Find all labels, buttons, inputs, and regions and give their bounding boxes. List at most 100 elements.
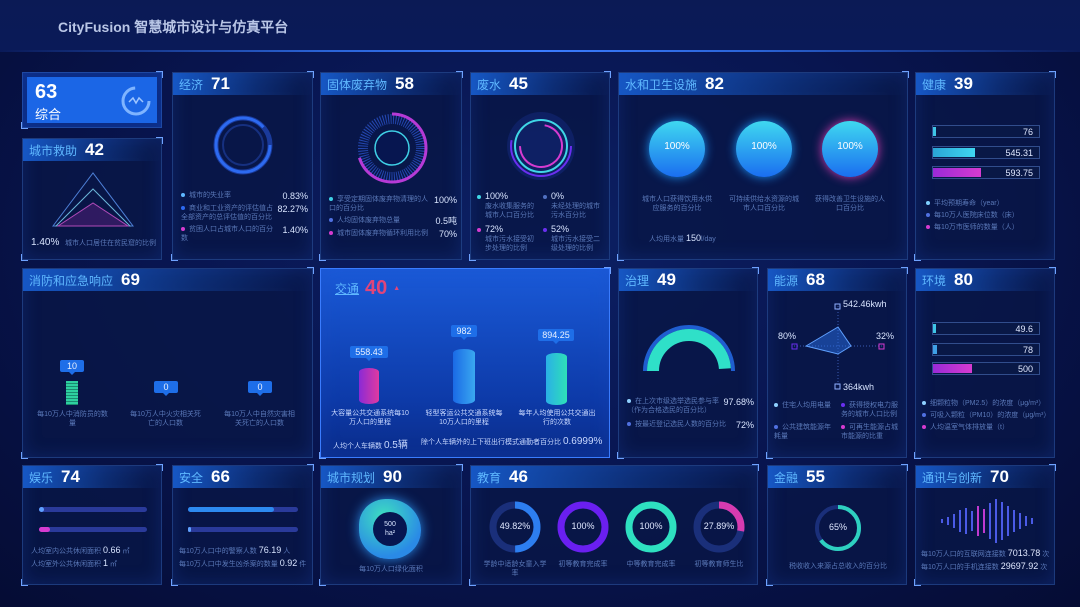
panel-title: 交通 <box>335 282 360 296</box>
progress-track <box>39 507 147 512</box>
panel-rescue[interactable]: 城市救助 42 1.40% 城市人口居住在贫民窟的比例 <box>21 137 163 261</box>
wave-bar <box>1001 502 1003 540</box>
recreation-stats: 人均室内公共休闲面积 0.66 ㎡ 人均室外公共休闲面积 1 ㎡ <box>31 545 159 570</box>
panel-education[interactable]: 教育 46 49.82% 学龄中适龄女童入学率 100% 初等教育完成率 100%… <box>469 464 759 586</box>
value-tooltip: 558.43 <box>350 346 388 361</box>
legend-item: 每10万人医院床位数（床） <box>926 211 1052 220</box>
environment-bar: 500 <box>932 362 1040 375</box>
stat-row: 每10万人口的互联网连接数 7013.78 次 <box>921 548 1050 558</box>
panel-title: 能源 <box>774 273 799 288</box>
wave-bar <box>1007 506 1009 536</box>
sound-wave <box>941 496 1036 546</box>
education-caption: 中等教育完成率 <box>626 561 676 568</box>
panel-planning[interactable]: 城市规划 90 500 ha² 每10万人口绿化面积 <box>319 464 463 586</box>
panel-economy[interactable]: 经济 71 城市的失业率 0.83% 商业和工业资产的评估值占全部资产的总评估值的百… <box>171 71 314 261</box>
panel-score: 69 <box>121 270 140 289</box>
wastewater-stat: 52% 城市污水接受二级处理的比例 <box>543 224 605 253</box>
traffic-caption: 轻型客运公共交通系统每10万人口的里程 <box>425 410 503 426</box>
wave-bar <box>989 503 991 539</box>
panel-score: 49 <box>657 270 676 289</box>
health-bar: 593.75 <box>932 166 1040 179</box>
economy-ring <box>213 115 273 175</box>
water-caption: 可持续供给水资源的城市人口百分比 <box>729 196 799 212</box>
legend-item: 每10万市医师的数量（人） <box>926 223 1052 232</box>
wave-bar <box>965 508 967 534</box>
panel-fire[interactable]: 消防和应急响应 69 10 0 0 每10万人中消防员的数量 每10万人中火灾相关… <box>21 267 314 459</box>
panel-score: 45 <box>509 74 528 93</box>
panel-wastewater[interactable]: 废水 45 100% 废水收集服务的城市人口百分比 0% 未经处理的城市污水百分比 7… <box>469 71 611 261</box>
network-gauge-icon <box>121 86 151 116</box>
radar-label-right: 32% <box>876 331 895 341</box>
value-tooltip: 894.25 <box>538 329 574 344</box>
overall-card[interactable]: 63 综合 <box>21 71 163 129</box>
panel-title: 消防和应急响应 <box>29 273 114 288</box>
panel-environment[interactable]: 环境 80 49.6 78 500 细颗粒物（PM2.5）的浓度（μg/m³） 可… <box>914 267 1056 459</box>
panel-solid-waste[interactable]: 固体废弃物 58 享受定期固体废弃物清理的人口的百分比 100% 人均固体废弃物总量… <box>319 71 463 261</box>
top-bar <box>0 0 1080 52</box>
wave-bar <box>941 519 943 523</box>
value-tooltip: 0 <box>248 381 272 396</box>
environment-legend: 细颗粒物（PM2.5）的浓度（μg/m³） 可吸入颗粒（PM10）的浓度（μg/… <box>922 399 1052 432</box>
education-value: 49.82% <box>499 521 531 531</box>
traffic-cylinder <box>359 368 379 404</box>
panel-telecom[interactable]: 通讯与创新 70 每10万人口的互联网连接数 7013.78 次 每10万人口的手… <box>914 464 1056 586</box>
wave-bar <box>995 499 997 543</box>
radar-label-left: 80% <box>778 331 797 341</box>
value-tooltip: 982 <box>451 325 477 340</box>
header-divider <box>0 50 1080 52</box>
panel-title: 金融 <box>774 470 799 485</box>
legend-value: 97.68% <box>723 397 754 407</box>
panel-score: 42 <box>85 140 104 159</box>
panel-title: 环境 <box>922 273 947 288</box>
panel-title: 水和卫生设施 <box>625 77 698 92</box>
panel-energy[interactable]: 能源 68 542.46kwh 80% 32% 364kwh 住宅人均用电量 获得… <box>766 267 908 459</box>
panel-traffic[interactable]: 交通 40 ▲ 558.43 982 894.25 大容量公共交通系统每10万人口的… <box>319 267 611 459</box>
panel-governance[interactable]: 治理 49 在上次市级选举选民参与率（作为合格选民的百分比） 97.68% 按最近登… <box>617 267 759 459</box>
panel-title: 城市规划 <box>327 470 376 485</box>
fire-caption: 每10万人中自然灾害相关死亡的人口数 <box>224 411 295 427</box>
wave-bar <box>1013 510 1015 532</box>
environment-bar: 49.6 <box>932 322 1040 335</box>
app-title: CityFusion 智慧城市设计与仿真平台 <box>58 19 289 35</box>
water-caption: 城市人口获得饮用水供应服务的百分比 <box>642 196 712 212</box>
legend-value: 70% <box>438 229 457 239</box>
panel-score: 40 <box>365 277 388 299</box>
education-value: 100% <box>571 521 595 531</box>
panel-water[interactable]: 水和卫生设施 82 100% 100% 100% 城市人口获得饮用水供应服务的百分… <box>617 71 909 261</box>
panel-safety[interactable]: 安全 66 每10万人口中的警察人数 76.19 人 每10万人口中发生凶杀案的数… <box>171 464 314 586</box>
legend-value: 72% <box>735 420 754 430</box>
legend-item: 公共建筑能源年耗量 <box>774 424 831 440</box>
wave-bar <box>971 511 973 531</box>
panel-finance[interactable]: 金融 55 65% 税收收入来源占总收入的百分比 <box>766 464 908 586</box>
panel-score: 58 <box>395 74 414 93</box>
legend-value: 100% <box>433 195 457 205</box>
panel-recreation[interactable]: 娱乐 74 人均室内公共休闲面积 0.66 ㎡ 人均室外公共休闲面积 1 ㎡ <box>21 464 163 586</box>
panel-score: 74 <box>61 467 80 486</box>
panel-title: 教育 <box>477 470 502 485</box>
water-usage: 人均用水量 150l/day <box>649 233 716 243</box>
panel-score: 70 <box>990 467 1009 486</box>
panel-score: 82 <box>705 74 724 93</box>
legend-item: 平均预期寿命（year） <box>926 199 1052 208</box>
governance-legend: 在上次市级选举选民参与率（作为合格选民的百分比） 97.68% 按最近登记选民人数… <box>627 397 754 430</box>
panel-title: 治理 <box>625 273 650 288</box>
legend-item: 商业和工业资产的评估值占全部资产的总评估值的百分比 82.27% <box>181 204 308 221</box>
solid-waste-legend: 享受定期固体废弃物清理的人口的百分比 100% 人均固体废弃物总量 0.5吨 城市固… <box>329 195 457 239</box>
planning-caption: 每10万人口绿化面积 <box>359 566 423 573</box>
overall-score: 63 <box>35 81 58 103</box>
legend-item: 可吸入颗粒（PM10）的浓度（μg/m³） <box>922 411 1052 420</box>
legend-item: 人均温室气体排放量（t） <box>922 423 1052 432</box>
panel-title: 废水 <box>477 77 502 92</box>
panel-score: 71 <box>211 74 230 93</box>
energy-radar <box>791 303 885 390</box>
education-value: 100% <box>639 521 663 531</box>
telecom-stats: 每10万人口的互联网连接数 7013.78 次 每10万人口的手机连接数 296… <box>921 548 1053 573</box>
wave-bar <box>959 510 961 532</box>
health-bar: 545.31 <box>932 146 1040 159</box>
radar-label-top: 542.46kwh <box>843 299 887 309</box>
panel-health[interactable]: 健康 39 76 545.31 593.75 平均预期寿命（year） 每10万人… <box>914 71 1056 261</box>
panel-score: 55 <box>806 467 825 486</box>
finance-caption: 税收收入来源占总收入的百分比 <box>789 563 887 570</box>
triangle-chart <box>51 172 135 227</box>
education-ring <box>489 501 541 553</box>
